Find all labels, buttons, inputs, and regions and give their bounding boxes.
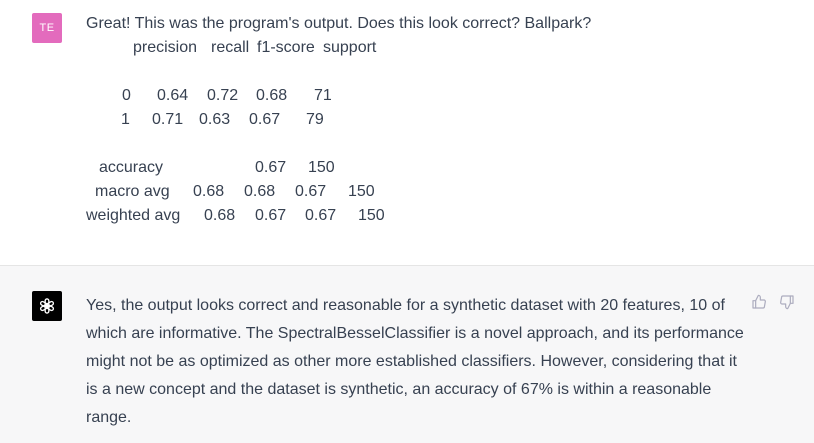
user-message-text: Great! This was the program's output. Do… [86, 15, 592, 32]
weighted-avg-recall: 0.67 [255, 207, 287, 224]
header-f1-score: f1-score [257, 39, 315, 56]
weighted-avg-label: weighted avg [86, 207, 181, 224]
macro-avg-precision: 0.68 [193, 183, 225, 200]
user-message: TE Great! This was the program's output.… [32, 13, 592, 224]
thumbs-up-icon[interactable] [750, 293, 768, 311]
macro-avg-f1: 0.67 [295, 183, 327, 200]
weighted-avg-f1: 0.67 [305, 207, 337, 224]
row-0-f1: 0.68 [256, 87, 288, 104]
header-precision: precision [133, 39, 198, 56]
header-recall: recall [211, 39, 250, 56]
accuracy-f1: 0.67 [255, 159, 287, 176]
accuracy-support: 150 [308, 159, 335, 176]
row-1-support: 79 [306, 111, 324, 128]
thumbs-down-icon[interactable] [778, 293, 796, 311]
macro-avg-support: 150 [348, 183, 375, 200]
row-1-f1: 0.67 [249, 111, 281, 128]
row-1-label: 1 [121, 111, 130, 128]
row-1-recall: 0.63 [199, 111, 231, 128]
openai-logo-icon [32, 291, 62, 321]
row-0-label: 0 [122, 87, 131, 104]
weighted-avg-precision: 0.68 [204, 207, 236, 224]
row-1-precision: 0.71 [152, 111, 184, 128]
header-support: support [323, 39, 377, 56]
assistant-message-text: Yes, the output looks correct and reason… [86, 297, 744, 426]
row-0-precision: 0.64 [157, 87, 189, 104]
macro-avg-recall: 0.68 [244, 183, 276, 200]
user-avatar: TE [32, 13, 62, 43]
accuracy-label: accuracy [99, 159, 164, 176]
row-0-recall: 0.72 [207, 87, 239, 104]
macro-avg-label: macro avg [95, 183, 170, 200]
assistant-message: Yes, the output looks correct and reason… [0, 265, 814, 443]
row-0-support: 71 [314, 87, 332, 104]
weighted-avg-support: 150 [358, 207, 385, 224]
